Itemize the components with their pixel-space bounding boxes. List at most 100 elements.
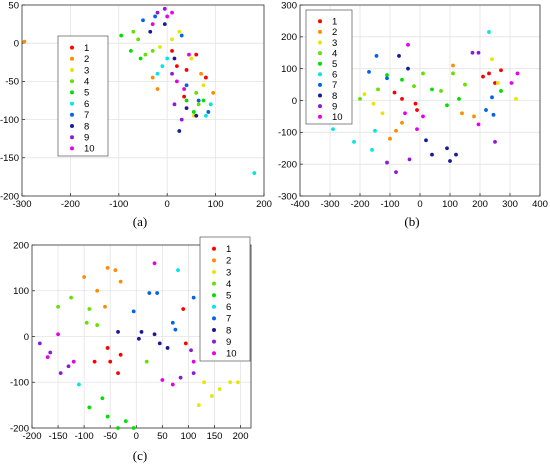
data-point-series-8	[136, 336, 141, 341]
data-point-series-2	[451, 63, 455, 68]
data-point-series-10	[509, 81, 514, 85]
legend-marker	[70, 135, 74, 140]
data-point-series-6	[160, 64, 165, 69]
data-point-series-2	[211, 90, 216, 95]
data-point-series-8	[116, 330, 120, 334]
data-point-series-6	[77, 382, 81, 387]
data-point-series-10	[165, 14, 170, 19]
legend-marker	[318, 93, 322, 98]
legend-marker	[318, 29, 322, 34]
data-point-series-7	[170, 320, 175, 325]
data-point-series-8	[157, 341, 162, 346]
legend-marker	[318, 19, 322, 24]
data-point-series-5	[445, 103, 449, 108]
data-point-series-7	[196, 98, 201, 103]
data-point-series-10	[403, 111, 407, 116]
data-point-series-10	[45, 355, 50, 359]
legend-label: 10	[332, 112, 343, 123]
data-point-series-9	[155, 10, 160, 15]
y-tick-label: 0	[292, 96, 297, 107]
data-point-series-6	[331, 127, 335, 132]
data-point-series-1	[174, 64, 179, 69]
data-point-series-5	[131, 426, 136, 430]
data-point-series-8	[139, 330, 144, 334]
data-point-series-10	[515, 71, 520, 76]
data-point-series-2	[150, 75, 155, 80]
data-point-series-5	[116, 426, 120, 430]
data-point-series-8	[454, 152, 458, 157]
legend-label: 7	[332, 80, 337, 91]
data-point-series-10	[150, 22, 155, 26]
data-point-series-10	[182, 87, 187, 91]
x-tick-label: 150	[207, 431, 223, 442]
data-point-series-5	[385, 73, 389, 77]
data-point-series-7	[141, 18, 145, 23]
data-point-series-1	[184, 68, 189, 72]
data-point-series-2	[394, 128, 398, 133]
data-point-series-1	[182, 94, 187, 99]
x-tick-label: -200	[22, 431, 41, 442]
data-point-series-7	[191, 295, 196, 300]
data-point-series-4	[69, 295, 74, 300]
data-point-series-1	[493, 81, 497, 85]
data-point-series-2	[82, 275, 87, 279]
data-point-series-3	[196, 403, 201, 408]
legend-label: 10	[226, 349, 237, 360]
data-point-series-9	[493, 139, 497, 144]
legend-label: 1	[332, 17, 337, 28]
data-point-series-8	[424, 138, 428, 143]
x-tick-label: -150	[49, 431, 68, 442]
legend-label: 7	[226, 314, 231, 325]
data-point-series-9	[178, 375, 183, 380]
legend-marker	[318, 82, 322, 87]
data-point-series-3	[209, 394, 214, 398]
data-point-series-3	[201, 83, 206, 88]
panel-caption: (b)	[404, 214, 419, 229]
data-point-series-10	[56, 332, 60, 337]
data-point-series-4	[136, 37, 141, 42]
legend-label: 8	[332, 91, 337, 102]
y-tick-label: -200	[0, 191, 19, 202]
data-point-series-8	[430, 152, 434, 157]
legend-marker	[318, 61, 322, 66]
data-point-series-8	[397, 54, 401, 58]
y-tick-label: -300	[278, 191, 297, 202]
data-point-series-9	[58, 371, 63, 375]
data-point-series-1	[92, 359, 97, 364]
y-tick-label: 100	[13, 286, 29, 297]
legend-marker	[70, 45, 74, 50]
x-tick-label: 200	[256, 199, 272, 210]
data-point-series-3	[228, 380, 233, 385]
y-tick-label: -200	[10, 423, 29, 434]
data-point-series-4	[95, 323, 100, 327]
data-point-series-1	[194, 52, 199, 57]
data-point-series-6	[204, 113, 208, 118]
data-point-series-5	[400, 77, 404, 82]
data-point-series-4	[143, 52, 148, 57]
data-point-series-7	[155, 291, 160, 295]
data-point-series-4	[144, 359, 149, 364]
data-point-series-4	[439, 89, 443, 93]
data-point-series-9	[48, 350, 53, 355]
data-point-series-4	[150, 48, 155, 53]
data-point-series-9	[189, 348, 193, 353]
legend-marker	[70, 79, 74, 84]
data-point-series-9	[470, 50, 475, 55]
legend-marker	[70, 90, 74, 95]
legend-label: 10	[84, 144, 95, 155]
data-point-series-3	[158, 45, 162, 49]
legend-label: 3	[226, 267, 231, 278]
x-tick-label: 200	[233, 431, 249, 442]
data-point-series-5	[191, 110, 196, 114]
data-point-series-10	[170, 382, 175, 387]
axes-frame	[21, 4, 265, 197]
data-point-series-9	[385, 160, 389, 165]
legend-label: 1	[84, 43, 89, 54]
data-point-series-9	[172, 102, 177, 107]
data-point-series-1	[108, 359, 113, 364]
legend-label: 8	[226, 325, 231, 336]
legend-marker	[318, 40, 322, 45]
y-tick-label: -50	[5, 77, 19, 88]
data-point-series-6	[370, 147, 374, 152]
